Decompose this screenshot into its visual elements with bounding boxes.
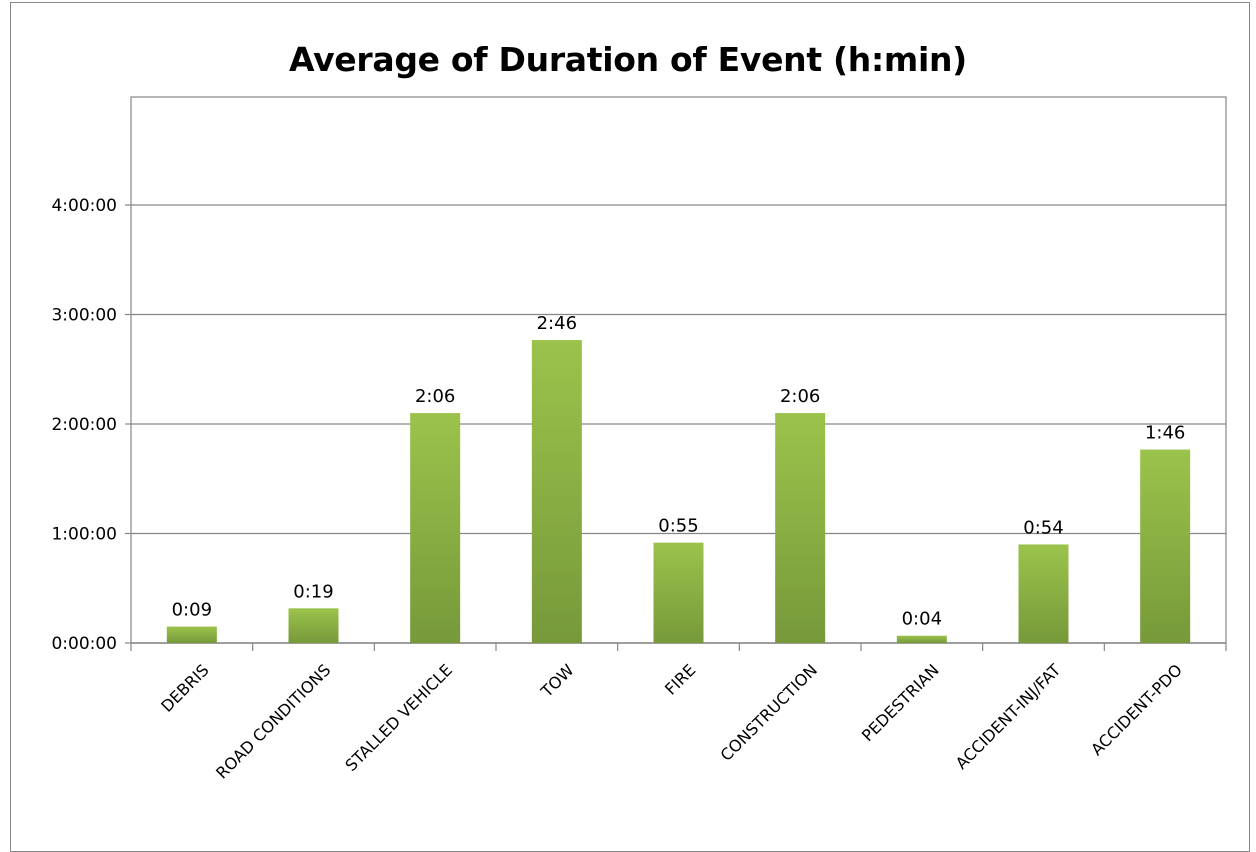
x-category-label: ROAD CONDITIONS [212,660,334,782]
bar-construction [775,413,826,643]
data-label: 2:06 [415,386,455,407]
x-category-label: ACCIDENT-INJ/FAT [952,660,1065,773]
y-tick-label: 4:00:00 [51,196,117,216]
y-tick-label: 2:00:00 [51,415,117,435]
data-label: 2:06 [780,386,820,407]
data-label: 1:46 [1145,423,1185,444]
bars [166,340,1191,643]
data-label: 2:46 [537,313,577,334]
data-label: 0:19 [293,581,333,602]
x-category-label: STALLED VEHICLE [341,660,456,775]
x-category-label: PEDESTRIAN [858,660,943,745]
bar-stalled-vehicle [410,413,461,643]
bar-tow [531,340,582,643]
x-category-label: TOW [537,660,578,701]
x-category-label: ACCIDENT-PDO [1087,660,1186,759]
bar-accident-inj-fat [1018,544,1069,643]
y-tick-label: 1:00:00 [51,525,117,545]
labels: 0:00:00 1:00:00 2:00:00 3:00:00 4:00:00 0:09 D… [51,196,1186,783]
y-tick-label: 0:00:00 [51,634,117,654]
data-label: 0:04 [902,609,942,630]
x-category-label: DEBRIS [157,660,212,715]
chart-title: Average of Duration of Event (h:min) [289,40,967,79]
bar-debris [166,626,217,643]
data-label: 0:54 [1023,517,1063,538]
x-category-label: FIRE [661,660,699,698]
bar-pedestrian [896,635,947,643]
data-label: 0:55 [658,516,698,537]
y-tick-label: 3:00:00 [51,306,117,326]
bar-road-conditions [288,608,339,643]
x-category-label: CONSTRUCTION [717,660,821,764]
bar-fire [653,542,704,643]
data-label: 0:09 [172,600,212,621]
bar-accident-pdo [1140,449,1191,643]
chart-frame [10,2,1250,852]
